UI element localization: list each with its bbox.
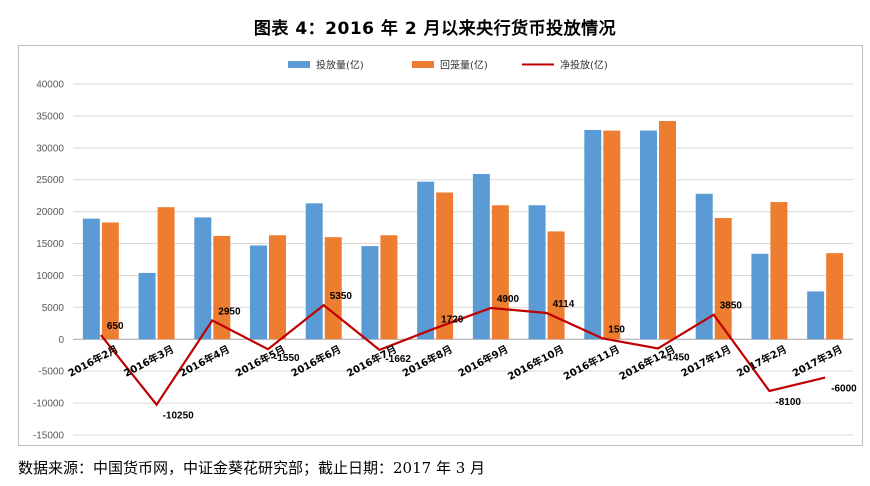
net-data-label: 2950 — [218, 306, 241, 317]
net-data-label: 650 — [107, 321, 124, 332]
y-axis: -15000 -10000 -5000 0 5000 10000 15000 20000 250… — [33, 80, 65, 442]
y-tick-label: -10000 — [33, 399, 65, 410]
bar-issuance — [584, 129, 602, 340]
y-tick-label: -5000 — [38, 367, 64, 378]
y-tick-label: 35000 — [36, 111, 64, 122]
bar-issuance — [695, 193, 713, 340]
bar-withdrawal — [436, 192, 454, 340]
legend-swatch — [412, 61, 434, 68]
bar-withdrawal — [603, 130, 621, 340]
legend-label: 净投放(亿) — [560, 59, 608, 72]
bar-issuance — [751, 253, 769, 340]
net-data-label: -10250 — [163, 411, 195, 422]
x-tick-label: 2016年2月 — [66, 342, 120, 379]
bar-withdrawal — [380, 235, 398, 340]
net-injection-line — [100, 303, 826, 407]
legend: 投放量(亿) 回笼量(亿) 净投放(亿) — [288, 59, 608, 72]
chart-frame — [18, 45, 863, 446]
legend-swatch — [288, 61, 310, 68]
bar-withdrawal — [269, 235, 286, 340]
net-line — [100, 303, 826, 407]
bar-withdrawal — [659, 121, 676, 340]
net-data-label: 4114 — [553, 299, 575, 310]
bar-issuance — [417, 181, 435, 340]
bars — [82, 121, 844, 340]
net-data-label: -6000 — [831, 384, 857, 395]
bar-withdrawal — [826, 253, 844, 340]
bar-issuance — [305, 203, 323, 340]
legend-label: 投放量(亿) — [316, 59, 364, 72]
y-tick-label: 20000 — [36, 207, 64, 218]
x-tick-label: 2016年10月 — [505, 342, 566, 382]
bar-issuance — [138, 272, 156, 340]
bar-issuance — [250, 245, 267, 340]
net-data-label: 4900 — [497, 294, 520, 305]
bar-issuance — [640, 130, 657, 340]
gridlines — [73, 83, 853, 436]
chart-title: 图表 4：2016 年 2 月以来央行货币投放情况 — [253, 19, 617, 39]
x-tick-label: 2016年3月 — [121, 342, 175, 379]
y-tick-label: 40000 — [36, 80, 64, 91]
bar-withdrawal — [547, 231, 565, 340]
net-data-label: -1450 — [664, 353, 690, 364]
y-tick-label: 25000 — [36, 175, 64, 186]
y-tick-label: 15000 — [36, 239, 64, 250]
x-axis: 2016年2月 2016年3月 2016年4月 2016年5月 2016年6月 2016年… — [66, 342, 845, 382]
y-tick-label: 10000 — [36, 271, 64, 282]
bar-withdrawal — [157, 207, 175, 340]
bar-issuance — [528, 205, 546, 340]
bar-issuance — [194, 217, 212, 340]
y-tick-label: -15000 — [33, 431, 65, 442]
data-labels: 650 -10250 2950 -1550 5350 -1662 1720 4900 4114 1… — [107, 291, 857, 422]
bar-withdrawal — [213, 235, 231, 340]
x-tick-label: 2016年11月 — [561, 342, 622, 382]
net-data-label: 1720 — [441, 314, 464, 325]
bar-issuance — [807, 291, 825, 340]
legend-label: 回笼量(亿) — [440, 59, 488, 72]
bar-issuance — [361, 246, 379, 340]
net-data-label: 3850 — [720, 301, 743, 312]
bar-issuance — [82, 218, 100, 340]
net-data-label: 150 — [608, 324, 625, 335]
source-footnote: 数据来源：中国货币网，中证金葵花研究部；截止日期：2017 年 3 月 — [18, 459, 486, 477]
bar-withdrawal — [714, 218, 732, 340]
x-tick-label: 2017年2月 — [734, 342, 788, 379]
bar-issuance — [472, 173, 490, 340]
net-data-label: -1550 — [274, 353, 300, 364]
net-data-label: 5350 — [330, 291, 353, 302]
net-data-label: -1662 — [385, 354, 411, 365]
bar-withdrawal — [101, 222, 119, 340]
bar-withdrawal — [491, 205, 509, 340]
x-tick-label: 2016年9月 — [456, 342, 510, 379]
y-tick-label: 30000 — [36, 143, 64, 154]
bar-withdrawal — [324, 237, 342, 340]
bar-withdrawal — [770, 202, 788, 340]
y-tick-label: 0 — [58, 335, 64, 346]
y-tick-label: 5000 — [42, 303, 65, 314]
x-tick-label: 2017年3月 — [790, 342, 844, 379]
net-data-label: -8100 — [775, 397, 801, 408]
